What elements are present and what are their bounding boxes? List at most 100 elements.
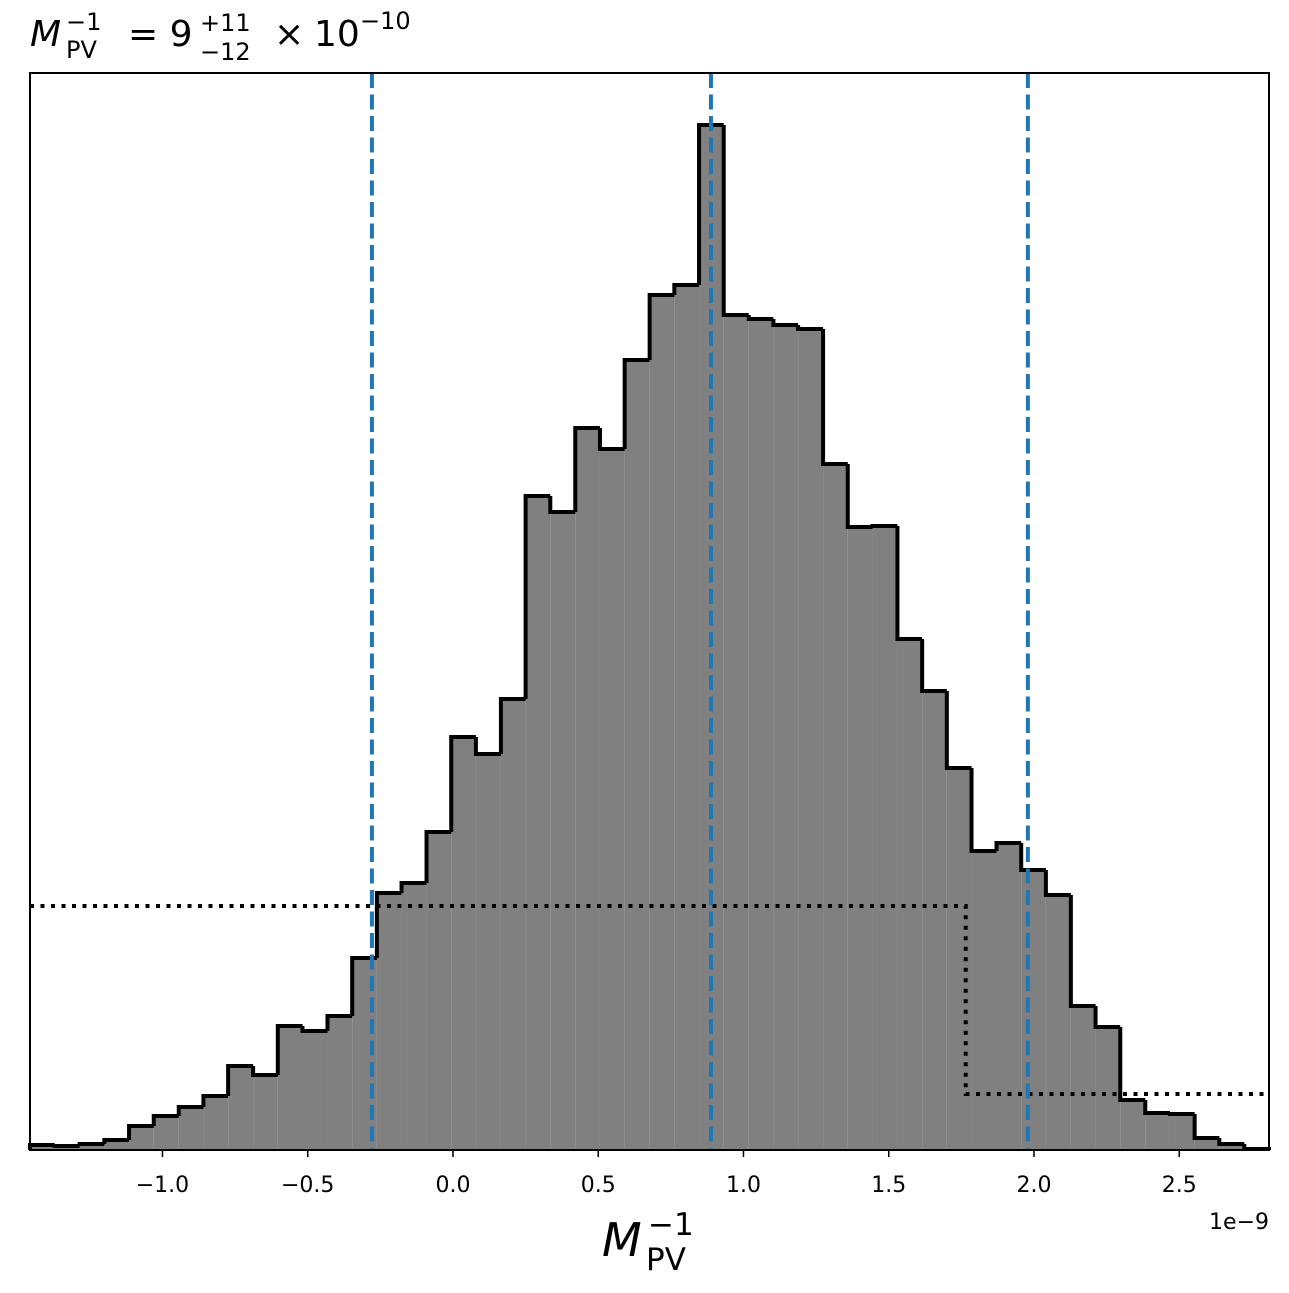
- bar-outline: [672, 283, 700, 295]
- bar: [599, 449, 625, 1150]
- x-label-subscript: PV: [646, 1242, 686, 1278]
- x-tick-label: −0.5: [281, 1173, 334, 1198]
- x-offset-label: 1e−9: [1209, 1210, 1269, 1235]
- x-tick-label: 2.0: [1016, 1173, 1051, 1198]
- bar-outline: [350, 956, 377, 1016]
- title-symbol: M: [30, 14, 61, 55]
- bar-outline: [895, 526, 923, 641]
- bar: [1194, 1138, 1220, 1150]
- bar-outline: [920, 639, 947, 693]
- bar-outline: [944, 691, 972, 770]
- bar: [847, 527, 873, 1150]
- bar: [773, 325, 799, 1150]
- title-exponent: −10: [360, 7, 411, 35]
- x-tick-label: −1.0: [136, 1173, 189, 1198]
- bar: [500, 699, 526, 1150]
- bar: [1120, 1100, 1146, 1150]
- bar-outline: [127, 1124, 154, 1140]
- bar-outline: [622, 358, 650, 449]
- bar-outline: [845, 464, 873, 529]
- bar: [451, 737, 476, 1150]
- bar: [748, 319, 774, 1150]
- bar-outline: [52, 1144, 80, 1148]
- bar-outline: [176, 1105, 204, 1116]
- bar-outline: [1217, 1138, 1245, 1146]
- bar-outline: [746, 315, 774, 321]
- bar: [253, 1075, 278, 1150]
- bar-outline: [1167, 1112, 1195, 1116]
- bar-outline: [1093, 1006, 1121, 1029]
- bar: [79, 1144, 105, 1150]
- bar: [922, 691, 947, 1150]
- bar: [872, 526, 898, 1150]
- bar-outline: [201, 1094, 229, 1107]
- bar-outline: [1043, 870, 1071, 897]
- x-label-superscript: −1: [648, 1207, 694, 1243]
- bar-outline: [325, 1014, 353, 1031]
- bar-outline: [597, 428, 625, 451]
- title-lower-error: −12: [200, 38, 251, 66]
- bar-outline: [77, 1142, 105, 1146]
- bar-outline: [870, 524, 898, 528]
- bar: [277, 1026, 303, 1150]
- title-subscript: PV: [66, 36, 97, 64]
- bar-outline: [1192, 1114, 1220, 1140]
- bar: [302, 1031, 328, 1150]
- x-label: M PV −1: [602, 1207, 694, 1278]
- bar: [674, 285, 700, 1150]
- bar-outline: [523, 494, 551, 699]
- bar-outline: [374, 891, 402, 958]
- bar: [823, 464, 848, 1150]
- bar: [153, 1116, 179, 1150]
- bar-outline: [151, 1114, 179, 1126]
- plot-frame: [29, 72, 1270, 1151]
- bar: [525, 496, 551, 1150]
- bar-outline: [102, 1138, 130, 1144]
- bar: [178, 1107, 204, 1150]
- bar: [203, 1096, 229, 1150]
- bar: [971, 851, 997, 1150]
- bar: [996, 843, 1022, 1150]
- bar: [624, 360, 650, 1150]
- bar-outline: [275, 1024, 303, 1075]
- title: M PV −1 = 9 +11 −12 × 10 −10: [30, 7, 411, 66]
- bar-outline: [573, 426, 600, 512]
- bar: [426, 832, 452, 1150]
- histogram: [28, 123, 1271, 1151]
- x-tick-label: 0.0: [435, 1173, 470, 1198]
- bar-outline: [1143, 1100, 1170, 1115]
- title-times: ×: [274, 14, 304, 55]
- x-tick-label: 1.0: [726, 1173, 761, 1198]
- bar-outline: [449, 735, 476, 832]
- bar-outline: [498, 697, 526, 754]
- title-base: 10: [314, 14, 360, 55]
- bar-outline: [771, 319, 799, 327]
- bar: [1070, 1006, 1096, 1150]
- bar: [104, 1140, 130, 1150]
- bar: [798, 329, 824, 1150]
- bar: [575, 428, 600, 1150]
- bar-outline: [796, 325, 824, 331]
- bar-outline: [697, 123, 724, 285]
- bar-outline: [969, 768, 997, 853]
- title-superscript: −1: [66, 8, 101, 36]
- bar-outline: [1068, 895, 1096, 1008]
- bar: [1169, 1114, 1195, 1150]
- bar-outline: [821, 329, 848, 466]
- bar-outline: [1019, 843, 1046, 872]
- x-tick-label: 1.5: [871, 1173, 906, 1198]
- prior-line: [30, 904, 1269, 1096]
- bar-outline: [473, 737, 501, 756]
- bar: [30, 1145, 55, 1150]
- bar: [475, 754, 501, 1150]
- bar: [1145, 1113, 1170, 1150]
- bar: [327, 1016, 353, 1150]
- x-tick-label: 2.5: [1162, 1173, 1197, 1198]
- title-upper-error: +11: [200, 9, 251, 37]
- bar: [550, 512, 576, 1150]
- bar-outline: [300, 1026, 328, 1033]
- bar: [228, 1066, 254, 1150]
- bar: [649, 295, 675, 1150]
- x-tick-label: 0.5: [581, 1173, 616, 1198]
